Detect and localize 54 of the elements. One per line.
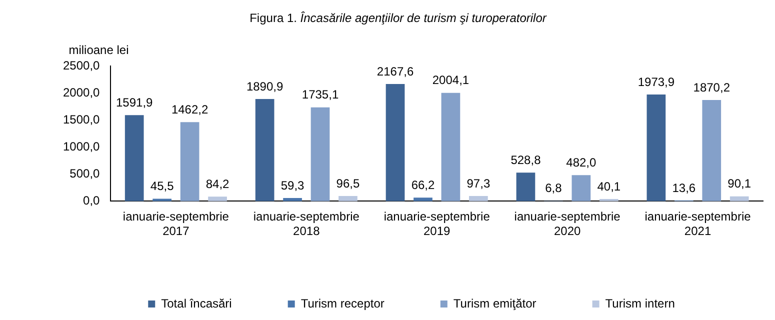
data-label: 528,8 xyxy=(510,152,542,167)
data-label: 482,0 xyxy=(566,155,597,170)
x-tick-label: ianuarie-septembrie 2021 xyxy=(644,210,752,238)
y-tick-label: 1500,0 xyxy=(63,112,100,126)
x-tick-label: ianuarie-septembrie 2017 xyxy=(122,210,230,238)
bar xyxy=(730,196,749,202)
y-tick-label: 500,0 xyxy=(70,166,100,180)
bar xyxy=(469,196,488,202)
bar xyxy=(255,98,274,202)
x-tick-label: ianuarie-septembrie 2019 xyxy=(384,210,490,238)
bar xyxy=(338,196,358,202)
data-label: 45,5 xyxy=(150,179,174,194)
data-label: 66,2 xyxy=(411,178,435,192)
data-label: 1735,1 xyxy=(302,88,339,102)
bar xyxy=(152,198,172,202)
bar xyxy=(516,172,536,202)
data-label: 96,5 xyxy=(336,176,360,190)
data-label: 1870,2 xyxy=(693,80,730,94)
data-label: 1973,9 xyxy=(638,74,675,89)
bar xyxy=(310,107,330,202)
y-tick-label: 2500,0 xyxy=(63,58,100,72)
y-tick-label: 2000,0 xyxy=(63,85,100,100)
data-label: 1890,9 xyxy=(246,79,284,94)
data-label: 97,3 xyxy=(466,176,490,190)
legend-label: Total încasări xyxy=(161,296,232,310)
bar xyxy=(441,92,460,202)
bar xyxy=(208,196,227,202)
bar xyxy=(180,122,200,202)
data-label: 2004,1 xyxy=(432,73,470,88)
data-label: 40,1 xyxy=(597,179,621,194)
data-label: 90,1 xyxy=(728,176,752,191)
bar xyxy=(386,84,405,202)
legend-label: Turism intern xyxy=(605,296,675,310)
data-label: 2167,6 xyxy=(376,64,414,78)
x-tick-label: ianuarie-septembrie 2018 xyxy=(253,210,360,238)
data-label: 84,2 xyxy=(206,176,230,191)
chart-title: Figura 1. Încasările agenţiilor de turism şi turoperatorilor xyxy=(250,11,548,25)
legend-label: Turism receptor xyxy=(300,296,384,310)
bar xyxy=(572,175,591,202)
bar xyxy=(283,198,302,202)
data-label: 1462,2 xyxy=(171,102,208,116)
bar xyxy=(646,94,666,202)
data-label: 1591,9 xyxy=(116,95,154,110)
y-tick-label: 0,0 xyxy=(83,194,100,208)
y-axis-title: milioane lei xyxy=(68,43,129,57)
legend-label: Turism emiţător xyxy=(453,296,536,310)
data-label: 13,6 xyxy=(672,180,696,195)
y-tick-label: 1000,0 xyxy=(63,139,100,154)
bar xyxy=(414,198,432,202)
bar xyxy=(124,115,144,202)
data-label: 6,8 xyxy=(545,181,562,196)
bar xyxy=(702,100,722,202)
data-label: 59,3 xyxy=(280,178,305,192)
x-tick-label: ianuarie-septembrie 2020 xyxy=(514,210,621,238)
